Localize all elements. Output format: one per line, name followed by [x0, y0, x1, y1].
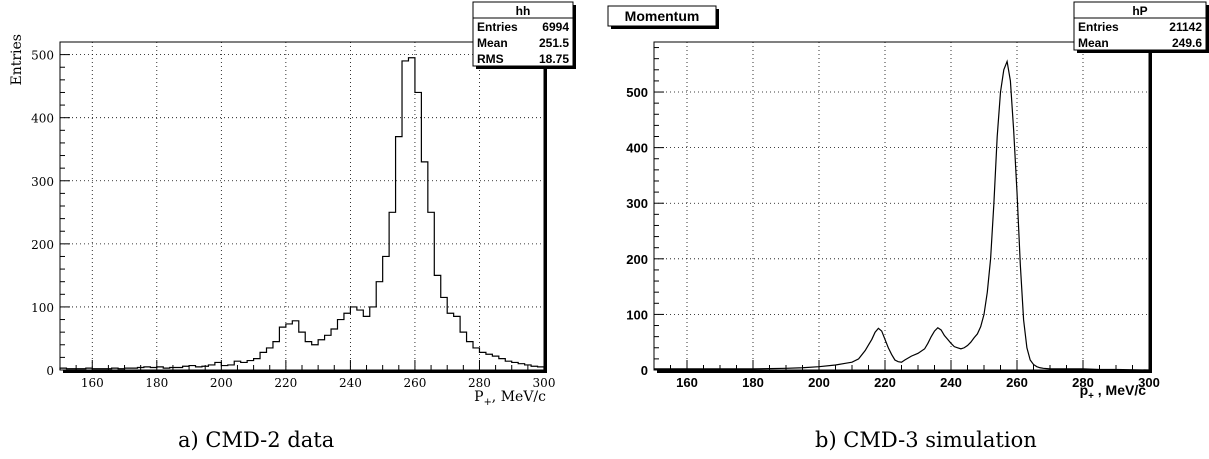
stats-value: 21142 — [1169, 20, 1202, 34]
x-tick-label: 180 — [145, 376, 168, 390]
x-tick-label: 200 — [808, 375, 830, 390]
stats-label: Mean — [1078, 36, 1109, 50]
x-tick-label: 280 — [1072, 375, 1094, 390]
y-tick-label: 200 — [626, 252, 648, 267]
stats-value: 18.75 — [539, 52, 569, 66]
x-tick-label: 300 — [1138, 375, 1160, 390]
caption-a: a) CMD-2 data — [178, 428, 335, 452]
x-axis-label: P+, MeV/c — [474, 389, 546, 408]
x-tick-label: 200 — [210, 376, 233, 390]
y-tick-label: 300 — [31, 175, 54, 189]
y-tick-label: 0 — [46, 364, 54, 378]
x-axis-label: p+ , MeV/c — [1080, 382, 1147, 402]
y-axis-label: Entries — [9, 34, 25, 86]
stats-label: Entries — [477, 20, 518, 34]
caption-b: b) CMD-3 simulation — [815, 428, 1037, 452]
figure-a: 160 180 200 220 240 260 280 300 0 100 200 300 400 500… — [0, 0, 576, 459]
x-tick-label: 300 — [533, 376, 556, 390]
stats-value: 6994 — [542, 20, 569, 34]
title-box — [607, 5, 717, 27]
x-tick-label: 240 — [940, 375, 962, 390]
y-tick-label: 100 — [626, 307, 648, 322]
x-tick-label: 260 — [403, 376, 426, 390]
histogram-b: 160 180 200 220 240 260 280 300 0 100 200 300 400 500… — [607, 1, 1209, 402]
stats-value: 251.5 — [539, 36, 569, 50]
x-tick-label: 260 — [1006, 375, 1028, 390]
x-tick-label: 220 — [274, 376, 297, 390]
plot-frame — [653, 41, 1150, 371]
stats-box — [1073, 1, 1207, 51]
histogram-a: 160 180 200 220 240 260 280 300 0 100 200 300 400 500… — [9, 1, 576, 408]
x-tick-label: 240 — [339, 376, 362, 390]
x-tick-label: 180 — [742, 375, 764, 390]
stats-label: RMS — [477, 52, 504, 66]
y-tick-label: 400 — [31, 112, 54, 126]
stats-title: hh — [516, 4, 531, 18]
histogram-series — [59, 57, 545, 370]
x-tick-label: 160 — [81, 376, 104, 390]
x-tick-label: 160 — [676, 375, 698, 390]
y-tick-label: 500 — [31, 49, 54, 63]
y-tick-label: 0 — [641, 363, 648, 378]
y-tick-label: 200 — [31, 238, 54, 252]
stats-title: hP — [1132, 4, 1147, 18]
y-tick-label: 500 — [626, 85, 648, 100]
stats-box — [472, 1, 574, 67]
y-tick-label: 100 — [31, 301, 54, 315]
x-tick-label: 220 — [874, 375, 896, 390]
stats-label: Mean — [477, 36, 508, 50]
y-tick-label: 400 — [626, 141, 648, 156]
stats-value: 249.6 — [1172, 36, 1202, 50]
x-tick-label: 280 — [468, 376, 491, 390]
stats-label: Entries — [1078, 20, 1119, 34]
chart-title: Momentum — [625, 8, 700, 24]
histogram-series — [654, 59, 1150, 371]
y-tick-label: 300 — [626, 196, 648, 211]
figure-b: 160 180 200 220 240 260 280 300 0 100 200 300 400 500… — [603, 0, 1209, 459]
plot-frame — [59, 41, 545, 371]
